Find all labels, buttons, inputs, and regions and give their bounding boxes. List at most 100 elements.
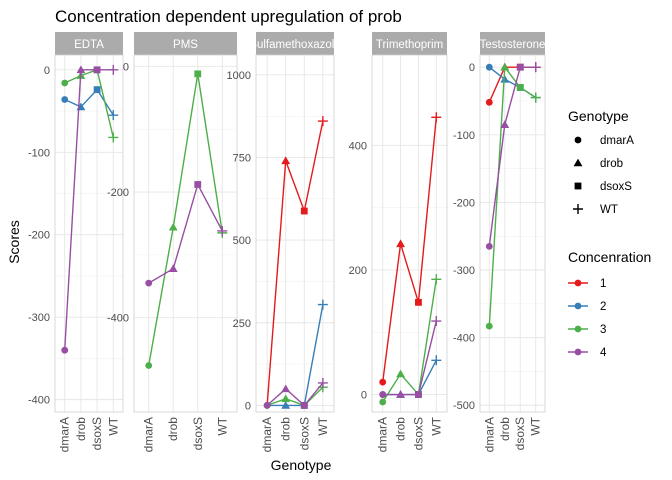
data-point bbox=[61, 79, 69, 87]
data-point bbox=[108, 110, 119, 121]
data-point bbox=[281, 156, 291, 165]
facet-strip bbox=[256, 32, 334, 55]
facet-strip-label: PMS bbox=[173, 39, 198, 51]
data-point bbox=[415, 391, 422, 398]
x-tick-label: drob bbox=[74, 417, 88, 441]
x-tick-label: drob bbox=[498, 417, 512, 441]
data-point bbox=[281, 384, 291, 393]
y-tick-label: -400 bbox=[28, 395, 50, 407]
data-point bbox=[415, 298, 422, 306]
facet-panel: PMS 0 -200 -400 dmarA drob dsoxS WT bbox=[107, 32, 238, 452]
data-point bbox=[431, 112, 442, 123]
data-point bbox=[76, 65, 86, 74]
series-line bbox=[382, 117, 437, 383]
x-tick-label: dmarA bbox=[260, 417, 274, 452]
legend-label: 3 bbox=[600, 324, 606, 336]
panel-border bbox=[479, 54, 546, 413]
data-point bbox=[485, 242, 493, 250]
y-tick-label: -200 bbox=[107, 187, 129, 199]
series-line bbox=[266, 386, 324, 407]
data-point bbox=[379, 391, 387, 398]
data-point bbox=[485, 322, 493, 330]
y-tick-label: 750 bbox=[233, 152, 251, 164]
legend-key-dot bbox=[574, 302, 582, 310]
x-tick-label: WT bbox=[316, 416, 330, 435]
x-tick-label: WT bbox=[529, 416, 543, 435]
x-tick-label: dsoxS bbox=[513, 417, 527, 450]
y-tick-label: -100 bbox=[28, 147, 50, 159]
facet-strip-label: Sulfamethoxazole bbox=[249, 39, 340, 51]
panel-background bbox=[372, 55, 447, 412]
facet-strip bbox=[480, 32, 545, 55]
y-tick-label: 200 bbox=[349, 265, 367, 277]
panel-border bbox=[255, 54, 335, 413]
data-point bbox=[300, 401, 308, 409]
data-point bbox=[281, 394, 291, 403]
x-tick-label: WT bbox=[215, 416, 229, 435]
facet-strip bbox=[372, 32, 447, 55]
data-point bbox=[485, 63, 493, 71]
series-line bbox=[266, 120, 324, 406]
data-point bbox=[500, 62, 510, 71]
legend-key-plus bbox=[573, 204, 583, 214]
data-point bbox=[108, 64, 119, 75]
data-point bbox=[194, 181, 202, 188]
series-line bbox=[382, 279, 437, 403]
data-point bbox=[516, 63, 524, 71]
data-point bbox=[379, 378, 387, 386]
legend-key-square bbox=[574, 182, 582, 190]
legend-label: dmarA bbox=[600, 135, 634, 147]
data-point bbox=[300, 207, 308, 215]
facet-panel: Testosterone 0 -100 -200 -300 -400 -500 dmarA dr… bbox=[453, 32, 546, 452]
x-tick-label: dmarA bbox=[482, 417, 496, 452]
data-point bbox=[168, 264, 178, 272]
data-point bbox=[93, 86, 101, 94]
data-point bbox=[145, 362, 153, 369]
legend-label: 1 bbox=[600, 278, 606, 290]
y-tick-label: 400 bbox=[349, 140, 367, 152]
legend-label: 2 bbox=[600, 301, 606, 313]
y-tick-label: -400 bbox=[453, 333, 475, 345]
data-point bbox=[61, 346, 69, 354]
legend-key-triangle bbox=[573, 158, 583, 167]
y-tick-label: 0 bbox=[469, 62, 475, 74]
x-tick-label: WT bbox=[106, 416, 120, 435]
legend-label: 4 bbox=[600, 347, 607, 359]
y-tick-label: -300 bbox=[28, 312, 50, 324]
data-point bbox=[108, 132, 119, 143]
legend-title-genotype: Genotype bbox=[568, 108, 629, 124]
facet-strip bbox=[55, 32, 123, 55]
x-tick-label: WT bbox=[429, 416, 443, 435]
data-point bbox=[500, 120, 510, 128]
data-point bbox=[317, 116, 328, 127]
data-point bbox=[530, 92, 541, 103]
data-point bbox=[396, 369, 405, 378]
x-axis-title: Genotype bbox=[271, 457, 332, 473]
x-tick-label: drob bbox=[166, 417, 180, 441]
y-tick-label: -300 bbox=[453, 265, 475, 277]
x-tick-label: drob bbox=[279, 417, 293, 441]
series-line bbox=[488, 66, 536, 247]
facet-strip-label: EDTA bbox=[74, 39, 104, 51]
y-tick-label: 0 bbox=[245, 400, 251, 412]
facet-strip-label: Testosterone bbox=[480, 39, 546, 51]
x-tick-label: drob bbox=[394, 417, 408, 441]
data-point bbox=[379, 398, 387, 406]
data-point bbox=[396, 390, 405, 398]
series-line bbox=[267, 304, 324, 407]
y-tick-label: 0 bbox=[44, 65, 50, 77]
panel-border bbox=[133, 54, 238, 413]
x-tick-label: dmarA bbox=[58, 417, 72, 452]
legend: Genotype dmarA drob dsoxS WT Concenration 1 2 3 4 bbox=[568, 108, 651, 359]
data-point bbox=[61, 96, 69, 103]
y-tick-label: 500 bbox=[233, 235, 251, 247]
legend-key-circle bbox=[574, 136, 582, 144]
data-point bbox=[194, 70, 202, 78]
series-line bbox=[64, 68, 114, 138]
data-point bbox=[431, 355, 442, 366]
x-tick-label: dsoxS bbox=[411, 417, 425, 450]
series-line bbox=[266, 382, 324, 407]
facet-panel: Sulfamethoxazole 0 250 500 750 1000 dmarA drob d… bbox=[227, 32, 340, 452]
